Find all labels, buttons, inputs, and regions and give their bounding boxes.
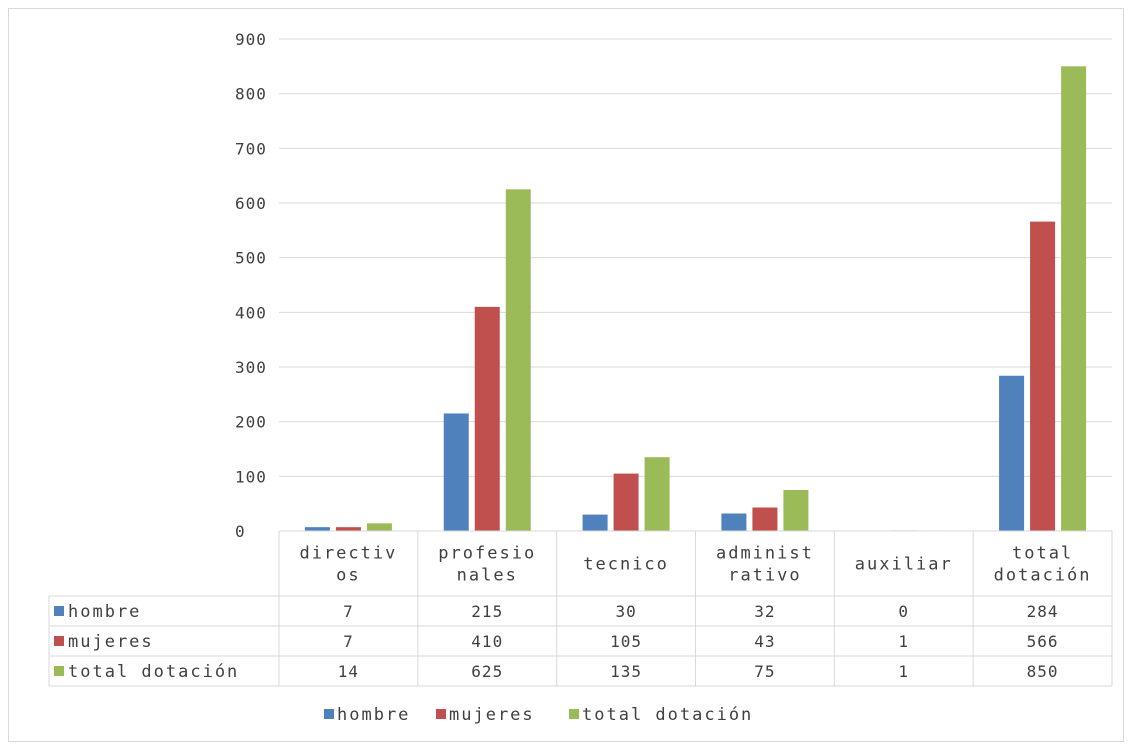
data-label: 284 — [1027, 602, 1059, 621]
bar-total-dotación-3 — [783, 490, 809, 531]
row-key-mujeres — [54, 636, 64, 646]
y-tick-label: 600 — [235, 194, 267, 213]
row-key-hombre — [54, 606, 64, 616]
legend-label-mujeres: mujeres — [449, 705, 535, 725]
bar-mujeres-1 — [474, 306, 500, 531]
chart-svg: 0100200300400500600700800900directivospr… — [48, 30, 1113, 725]
category-label: tecnico — [583, 555, 669, 575]
legend-key-hombre — [324, 709, 334, 719]
y-tick-label: 800 — [235, 85, 267, 104]
y-tick-label: 900 — [235, 30, 267, 49]
chart-frame: 0 100 200 300 400 500 600 700 800 900 directiv os pr… — [8, 8, 1124, 742]
y-tick-label: 0 — [235, 522, 246, 541]
category-label: rativo — [728, 566, 801, 586]
bar-hombre-2 — [582, 514, 608, 531]
legend-key-mujeres — [436, 709, 446, 719]
legend-label-hombre: hombre — [337, 705, 410, 725]
bar-hombre-3 — [721, 513, 747, 531]
row-label-total-dotación: total dotación — [68, 662, 239, 682]
data-label: 850 — [1027, 662, 1059, 681]
y-tick-label: 100 — [235, 467, 267, 486]
legend-label-total-dotación: total dotación — [582, 705, 753, 725]
y-tick-label: 500 — [235, 249, 267, 268]
data-label: 30 — [615, 602, 636, 621]
row-key-total-dotación — [54, 666, 64, 676]
bar-mujeres-0 — [335, 527, 361, 531]
y-tick-label: 400 — [235, 303, 267, 322]
category-label: administ — [716, 544, 814, 564]
data-label: 14 — [338, 662, 359, 681]
data-label: 410 — [471, 632, 503, 651]
data-label: 0 — [898, 602, 909, 621]
data-label: 75 — [754, 662, 775, 681]
bar-total-dotación-2 — [644, 457, 670, 531]
data-label: 1 — [898, 662, 909, 681]
data-label: 105 — [610, 632, 642, 651]
bar-total-dotación-5 — [1061, 66, 1087, 532]
bar-mujeres-2 — [613, 473, 639, 531]
bar-hombre-5 — [999, 375, 1025, 531]
row-label-hombre: hombre — [68, 602, 141, 622]
data-label: 7 — [343, 632, 354, 651]
data-label: 7 — [343, 602, 354, 621]
row-label-mujeres: mujeres — [68, 632, 154, 652]
data-label: 215 — [471, 602, 503, 621]
data-label: 566 — [1027, 632, 1059, 651]
category-label: nales — [457, 566, 518, 586]
bar-total-dotación-1 — [505, 189, 531, 532]
y-tick-label: 700 — [235, 139, 267, 158]
category-label: total — [1012, 544, 1073, 564]
legend-key-total-dotación — [569, 709, 579, 719]
data-label: 32 — [754, 602, 775, 621]
category-label: dotación — [994, 566, 1092, 586]
bar-mujeres-3 — [752, 507, 778, 531]
category-label: directiv — [299, 544, 397, 564]
category-label: auxiliar — [855, 555, 953, 575]
y-tick-label: 200 — [235, 413, 267, 432]
data-label: 625 — [471, 662, 503, 681]
data-label: 1 — [898, 632, 909, 651]
category-label: os — [336, 566, 360, 586]
y-tick-label: 300 — [235, 358, 267, 377]
data-label: 43 — [754, 632, 775, 651]
category-label: profesio — [438, 544, 536, 564]
bar-hombre-0 — [304, 527, 330, 531]
bar-mujeres-5 — [1030, 221, 1056, 531]
bar-hombre-1 — [443, 413, 469, 531]
data-label: 135 — [610, 662, 642, 681]
bar-total-dotación-0 — [366, 523, 392, 531]
